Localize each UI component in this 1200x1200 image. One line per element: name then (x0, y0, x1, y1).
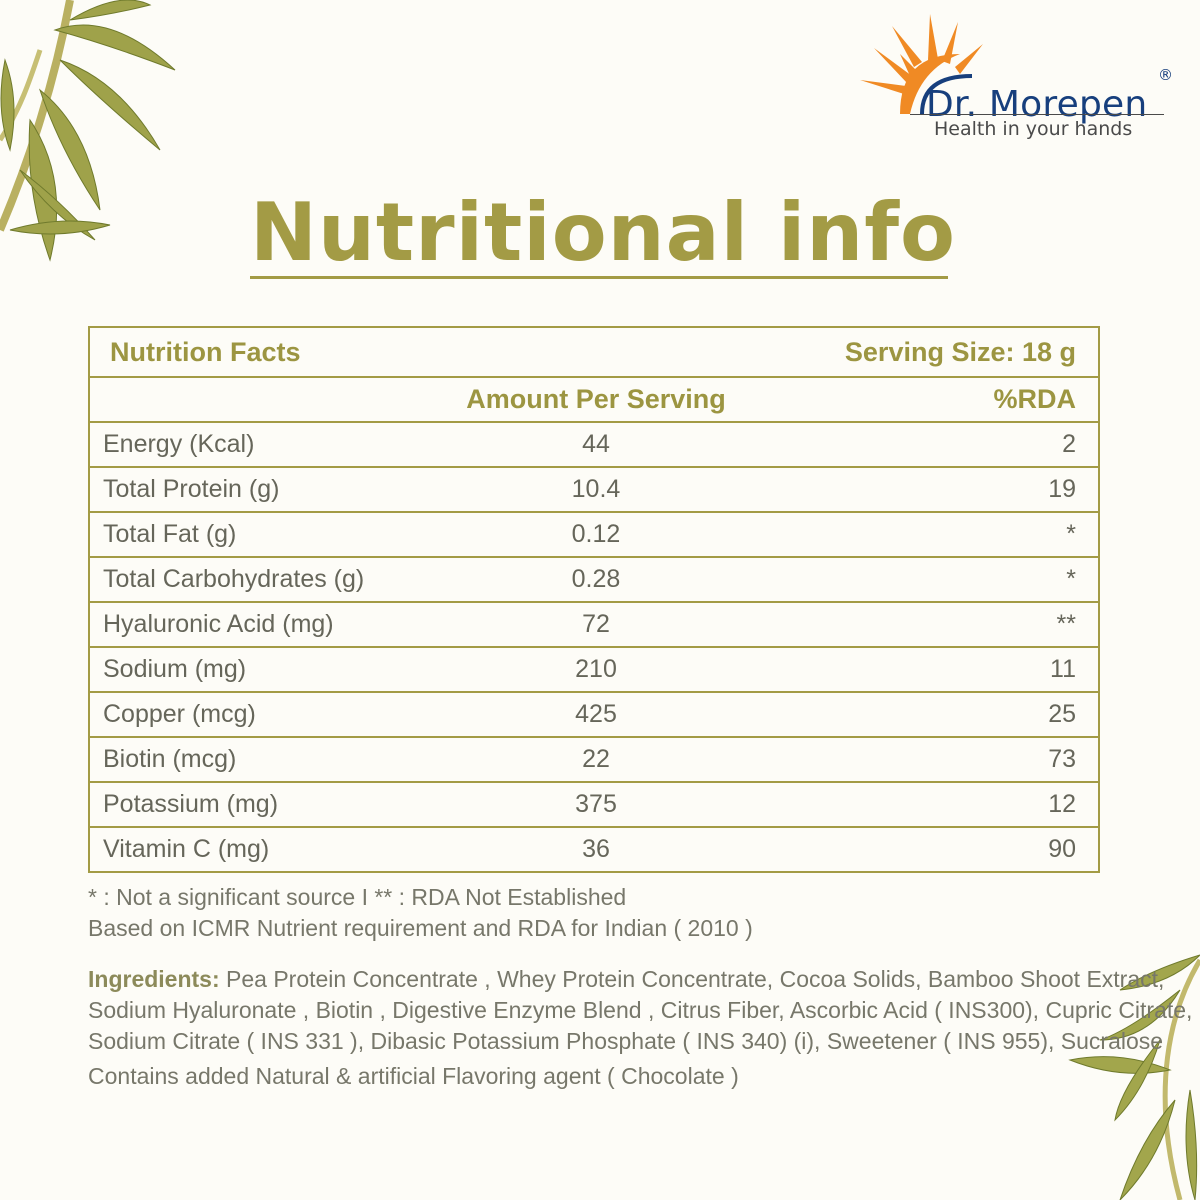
nutrient-name: Total Fat (g) (103, 520, 237, 548)
nutrient-rda: 11 (1050, 655, 1076, 683)
nutrient-name: Total Protein (g) (103, 475, 280, 503)
nutrient-name: Copper (mcg) (103, 700, 256, 728)
bamboo-leaves-bottom-right (1068, 954, 1200, 1200)
ingredients-line: Sodium Hyaluronate , Biotin , Digestive … (88, 997, 1193, 1023)
ingredients-label: Ingredients: (88, 966, 220, 992)
nutrient-amount: 0.12 (571, 520, 621, 548)
brand-tagline: Health in your hands (934, 118, 1133, 140)
table-row: Copper (mcg) 425 25 (90, 691, 1098, 736)
ingredients-line: Ingredients: Pea Protein Concentrate , W… (88, 964, 1164, 995)
nutrient-amount: 36 (582, 835, 610, 863)
column-header-rda: %RDA (993, 384, 1076, 414)
facts-heading: Nutrition Facts (110, 336, 301, 367)
nutrient-rda: 25 (1048, 700, 1076, 728)
footnotes: * : Not a significant source I ** : RDA … (88, 882, 753, 944)
nutrient-amount: 210 (575, 655, 617, 683)
column-header-row: Amount Per Serving %RDA (90, 376, 1098, 421)
nutrient-name: Vitamin C (mg) (103, 835, 270, 863)
table-title-row: Nutrition Facts Serving Size: 18 g (90, 328, 1098, 376)
brand-divider (910, 114, 1164, 115)
serving-size: Serving Size: 18 g (844, 336, 1076, 367)
nutrient-amount: 425 (575, 700, 617, 728)
nutrition-facts-table: Nutrition Facts Serving Size: 18 g Amoun… (88, 326, 1100, 873)
table-row: Total Protein (g) 10.4 19 (90, 466, 1098, 511)
nutrient-rda: 73 (1048, 745, 1076, 773)
nutrient-rda: * (1066, 565, 1076, 593)
nutrient-amount: 22 (582, 745, 610, 773)
nutrient-name: Energy (Kcal) (103, 430, 255, 458)
nutrient-amount: 10.4 (571, 475, 621, 503)
nutrient-rda: 90 (1048, 835, 1076, 863)
ingredients-text: Pea Protein Concentrate , Whey Protein C… (219, 966, 1165, 992)
nutrient-rda: ** (1056, 610, 1076, 638)
nutrient-amount: 44 (582, 430, 610, 458)
ingredients-section: Ingredients: Pea Protein Concentrate , W… (88, 964, 1193, 1092)
nutrient-amount: 0.28 (571, 565, 621, 593)
brand-name: Dr. Morepen (926, 84, 1148, 125)
nutrient-amount: 375 (575, 790, 617, 818)
table-row: Sodium (mg) 210 11 (90, 646, 1098, 691)
nutrient-amount: 72 (582, 610, 610, 638)
rda-basis-note: Based on ICMR Nutrient requirement and R… (88, 915, 753, 941)
registered-mark: ® (1158, 66, 1173, 84)
flavouring-note: Contains added Natural & artificial Flav… (88, 1063, 739, 1089)
table-row: Energy (Kcal) 44 2 (90, 421, 1098, 466)
ingredients-line: Sodium Citrate ( INS 331 ), Dibasic Pota… (88, 1028, 1164, 1054)
nutrient-name: Potassium (mg) (103, 790, 279, 818)
nutrient-name: Sodium (mg) (103, 655, 247, 683)
title-underline (250, 276, 948, 279)
table-row: Hyaluronic Acid (mg) 72 ** (90, 601, 1098, 646)
rda-legend-note: * : Not a significant source I ** : RDA … (88, 884, 627, 910)
nutrient-rda: 2 (1062, 430, 1076, 458)
table-row: Potassium (mg) 375 12 (90, 781, 1098, 826)
table-row: Biotin (mcg) 22 73 (90, 736, 1098, 781)
table-row: Total Carbohydrates (g) 0.28 * (90, 556, 1098, 601)
nutrient-rda: 12 (1048, 790, 1076, 818)
nutrient-name: Hyaluronic Acid (mg) (103, 610, 334, 638)
brand-logo: Dr. Morepen ® Health in your hands (860, 14, 1180, 144)
nutrient-name: Total Carbohydrates (g) (103, 565, 365, 593)
column-header-amount: Amount Per Serving (466, 384, 726, 414)
nutrient-name: Biotin (mcg) (103, 745, 237, 773)
nutrient-rda: * (1066, 520, 1076, 548)
table-row: Total Fat (g) 0.12 * (90, 511, 1098, 556)
sun-logo-icon (860, 14, 983, 115)
page-title: Nutritional info (250, 186, 956, 279)
table-row: Vitamin C (mg) 36 90 (90, 826, 1098, 871)
nutrient-rda: 19 (1048, 475, 1076, 503)
bamboo-leaves-top-left (0, 0, 176, 262)
